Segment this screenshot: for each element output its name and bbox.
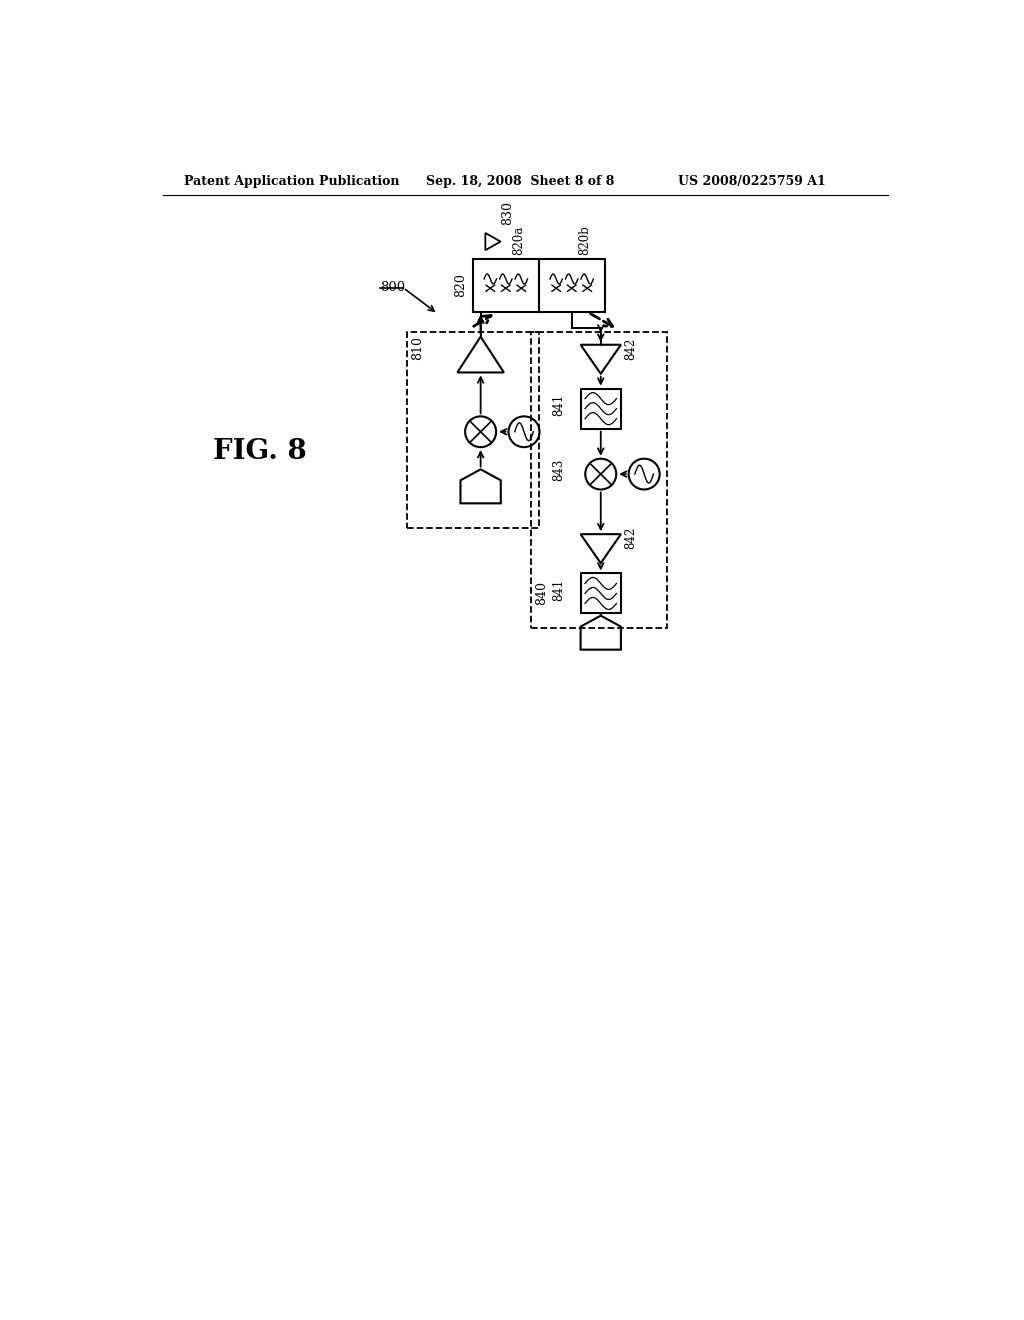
Bar [581, 388, 621, 429]
Bar [539, 259, 604, 313]
Text: Sep. 18, 2008  Sheet 8 of 8: Sep. 18, 2008 Sheet 8 of 8 [426, 176, 614, 189]
Text: FIG. 8: FIG. 8 [213, 437, 307, 465]
Bar [407, 331, 539, 528]
Text: 820: 820 [454, 273, 467, 297]
Bar [531, 331, 667, 628]
Bar [581, 573, 621, 614]
Text: 843: 843 [553, 459, 565, 482]
Bar [473, 259, 539, 313]
Text: 840: 840 [535, 581, 548, 605]
Text: 810: 810 [411, 335, 424, 359]
Text: 842: 842 [624, 338, 637, 360]
Text: 820a: 820a [512, 226, 525, 255]
Text: 841: 841 [553, 578, 565, 601]
Text: US 2008/0225759 A1: US 2008/0225759 A1 [678, 176, 826, 189]
Text: 820b: 820b [578, 224, 591, 255]
Text: 830: 830 [501, 201, 514, 224]
Text: 842: 842 [624, 527, 637, 549]
Text: Patent Application Publication: Patent Application Publication [183, 176, 399, 189]
Text: 841: 841 [553, 393, 565, 416]
Text: 800: 800 [380, 281, 406, 294]
